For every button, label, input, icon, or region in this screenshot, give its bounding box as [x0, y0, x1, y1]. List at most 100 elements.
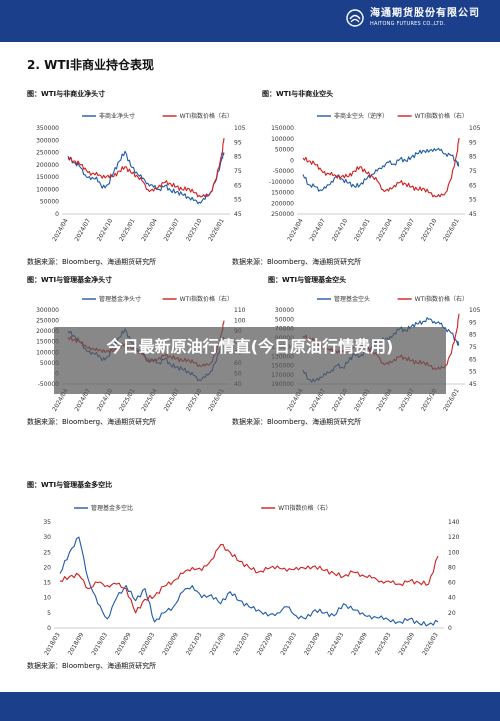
- headline-overlay: [54, 327, 446, 394]
- x-tick-label: 2018/03: [43, 631, 62, 656]
- right-tick-label: 100: [448, 549, 460, 556]
- right-tick-label: 45: [234, 211, 242, 218]
- right-tick-label: 140: [448, 519, 460, 526]
- right-tick-label: 75: [234, 168, 242, 175]
- header-bar: 海通期货股份有限公司 HAITONG FUTURES CO.,LTD.: [0, 0, 500, 42]
- right-tick-label: 45: [469, 381, 477, 388]
- x-tick-label: 2020/09: [161, 631, 180, 656]
- company-name-en: HAITONG FUTURES CO.,LTD.: [370, 21, 446, 27]
- company-name-cn: 海通期货股份有限公司: [370, 8, 480, 19]
- chart1-source: 数据来源：Bloomberg、海通期货研究所: [27, 258, 157, 266]
- left-tick-label: 250000: [36, 318, 59, 325]
- left-tick-label: 100000: [36, 349, 59, 356]
- legend-label: 管理基金多空比: [91, 504, 133, 512]
- left-tick-label: 35: [43, 519, 51, 526]
- right-tick-label: 105: [469, 307, 481, 314]
- legend-label: 管理基金净头寸: [99, 295, 141, 303]
- left-tick-label: 150000: [271, 125, 294, 132]
- left-tick-label: 25: [43, 549, 51, 556]
- right-tick-label: 55: [469, 369, 477, 376]
- x-tick-label: 2018/09: [67, 631, 86, 656]
- chart2-title: 图：WTI与非商业空头: [262, 90, 334, 98]
- right-tick-label: 65: [469, 356, 477, 363]
- left-tick-label: -100000: [269, 179, 294, 186]
- series-line-position: [59, 536, 439, 627]
- x-tick-label: 2025/10: [420, 217, 439, 242]
- right-tick-label: 80: [448, 564, 456, 571]
- right-tick-label: 75: [469, 344, 477, 351]
- left-tick-label: 50000: [275, 147, 294, 154]
- left-tick-label: 200000: [36, 328, 59, 335]
- right-tick-label: 65: [234, 182, 242, 189]
- right-tick-label: 60: [448, 580, 456, 587]
- x-tick-label: 2026/01: [442, 217, 461, 242]
- left-tick-label: 20: [43, 564, 51, 571]
- right-tick-label: 55: [469, 197, 477, 204]
- x-tick-label: 2022/09: [256, 631, 275, 656]
- left-tick-label: 200000: [271, 200, 294, 207]
- right-tick-label: 100: [234, 318, 246, 325]
- x-tick-label: 2024/10: [331, 217, 350, 242]
- company-logo-icon: [346, 9, 364, 27]
- left-tick-label: 300000: [36, 137, 59, 144]
- right-tick-label: 95: [469, 319, 477, 326]
- right-tick-label: 95: [234, 139, 242, 146]
- right-tick-label: 105: [234, 125, 246, 132]
- x-tick-label: 2025/07: [163, 217, 182, 242]
- legend-label: WTI指数价格（右）: [415, 112, 468, 120]
- x-tick-label: 2024/10: [96, 217, 115, 242]
- x-tick-label: 2021/03: [185, 631, 204, 656]
- chart4-source: 数据来源：Bloomberg、海通期货研究所: [232, 418, 362, 426]
- legend-label: WTI指数价格（右）: [180, 295, 233, 303]
- left-tick-label: 150000: [36, 339, 59, 346]
- right-tick-label: 40: [448, 595, 456, 602]
- chart3-source: 数据来源：Bloomberg、海通期货研究所: [27, 418, 157, 426]
- chart1-title: 图：WTI与非商业净头寸: [27, 90, 106, 98]
- legend-label: WTI指数价格（右）: [415, 295, 468, 303]
- chart5-title: 图：WTI与管理基金多空比: [27, 481, 113, 489]
- section-title: 2. WTI非商业持仓表现: [27, 58, 154, 72]
- left-tick-label: 30: [43, 534, 51, 541]
- x-tick-label: 2026/01: [207, 217, 226, 242]
- chart2-source: 数据来源：Bloomberg、海通期货研究所: [232, 258, 362, 266]
- chart5-source: 数据来源：Bloomberg、海通期货研究所: [27, 662, 157, 670]
- right-tick-label: 75: [469, 168, 477, 175]
- left-tick-label: 150000: [271, 190, 294, 197]
- left-tick-label: 50000: [275, 316, 294, 323]
- x-tick-label: 2025/01: [118, 217, 137, 242]
- chart-wti-noncommercial-short: 150000 100000 50000 0 -50000 -100000 150000 200…: [269, 112, 481, 243]
- right-tick-label: 85: [234, 154, 242, 161]
- legend-label: 非商业空头（逆序）: [334, 112, 388, 120]
- left-tick-label: 350000: [36, 125, 59, 132]
- x-tick-label: 2024/09: [350, 631, 369, 656]
- left-tick-label: 0: [47, 625, 51, 632]
- x-tick-label: 2025/04: [375, 217, 394, 242]
- chart3-title: 图：WTI与管理基金净头寸: [27, 276, 113, 284]
- left-tick-label: -50000: [273, 168, 294, 175]
- x-tick-label: 2024/07: [73, 217, 92, 242]
- x-tick-label: 2019/09: [114, 631, 133, 656]
- x-tick-label: 2024/07: [308, 217, 327, 242]
- left-tick-label: -50000: [38, 381, 59, 388]
- left-tick-label: 150000: [36, 174, 59, 181]
- right-tick-label: 55: [234, 197, 242, 204]
- right-tick-label: 85: [469, 332, 477, 339]
- left-tick-label: 300000: [36, 307, 59, 314]
- left-tick-label: 200000: [36, 162, 59, 169]
- x-tick-label: 2025/01: [353, 217, 372, 242]
- right-tick-label: 0: [448, 625, 452, 632]
- x-tick-label: 2022/03: [232, 631, 251, 656]
- x-tick-label: 2019/03: [90, 631, 109, 656]
- legend-label: WTI指数价格（右）: [180, 112, 233, 120]
- left-tick-label: 250000: [271, 211, 294, 218]
- x-tick-label: 2024/03: [327, 631, 346, 656]
- x-tick-label: 2024/04: [286, 217, 305, 242]
- right-tick-label: 105: [469, 125, 481, 132]
- x-tick-label: 2025/09: [398, 631, 417, 656]
- x-tick-label: 2023/03: [279, 631, 298, 656]
- series-line-wti-price: [67, 137, 225, 198]
- series-line-position: [67, 150, 225, 205]
- left-tick-label: 10: [43, 595, 51, 602]
- left-tick-label: 250000: [36, 150, 59, 157]
